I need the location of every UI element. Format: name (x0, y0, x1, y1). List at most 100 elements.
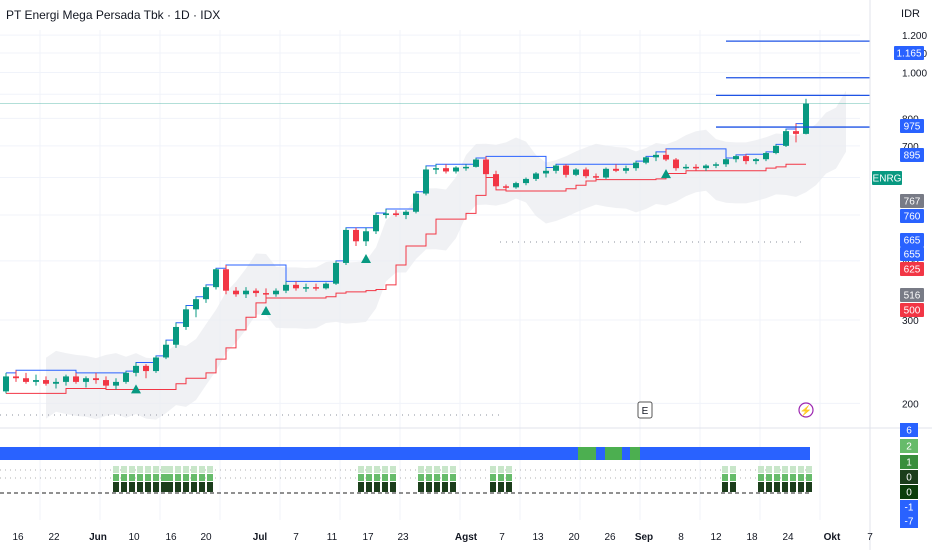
indicator-bar (758, 466, 764, 473)
candle (593, 173, 599, 180)
candle (613, 164, 619, 173)
time-tick-label: Okt (824, 532, 841, 543)
indicator-tag-label: 0 (906, 488, 912, 499)
candle (163, 340, 169, 360)
candle-body (223, 269, 229, 291)
indicator-bar (730, 466, 736, 473)
time-tick-label: 7 (499, 532, 505, 543)
indicator-bar (145, 474, 151, 481)
candle-body (643, 157, 649, 163)
time-tick-label: Agst (455, 532, 478, 543)
price-tag: 500 (900, 303, 924, 317)
candle (533, 172, 539, 181)
indicator-bar (442, 466, 448, 473)
indicator-bar (161, 474, 167, 481)
indicator-bar (129, 474, 135, 481)
indicator-bar (434, 474, 440, 481)
price-tag-label: 975 (904, 122, 921, 133)
candle (283, 281, 289, 294)
indicator-bar (374, 482, 380, 492)
indicator-bar (506, 482, 512, 492)
candle (383, 208, 389, 219)
indicator-bar (153, 466, 159, 473)
candle (573, 168, 579, 177)
time-tick-label: 7 (293, 532, 299, 543)
time-tick-label: 22 (48, 532, 60, 543)
candle (93, 372, 99, 384)
candle (703, 164, 709, 171)
indicator-bar (722, 466, 728, 473)
price-tag: 1.165 (894, 46, 924, 60)
candle-body (793, 131, 799, 134)
candle-body (263, 293, 269, 295)
candle (133, 362, 139, 377)
candle (233, 287, 239, 297)
indicator-bar (498, 482, 504, 492)
price-tag: ENRG (872, 171, 902, 185)
candle-body (503, 186, 509, 188)
candle-body (663, 154, 669, 160)
indicator-bar (366, 466, 372, 473)
chart-title[interactable]: PT Energi Mega Persada Tbk · 1D · IDX (6, 8, 221, 22)
indicator-bar (450, 474, 456, 481)
candle-body (553, 165, 559, 171)
indicator-bar (382, 482, 388, 492)
indicator-bar (418, 466, 424, 473)
indicator-bar (137, 474, 143, 481)
price-tag-label: 1.165 (896, 49, 921, 60)
candle-body (413, 193, 419, 212)
time-tick-label: 18 (746, 532, 758, 543)
price-tag-box (900, 209, 924, 223)
indicator-bar (790, 482, 796, 492)
candle-body (233, 290, 239, 295)
indicator-bar (490, 482, 496, 492)
candle-body (613, 168, 619, 171)
indicator-bar (113, 474, 119, 481)
candle-body (723, 159, 729, 165)
price-tag-label: 500 (904, 306, 921, 317)
earnings-marker: E (637, 401, 653, 419)
candle-body (13, 376, 19, 379)
candle-body (763, 153, 769, 160)
candle-body (673, 159, 679, 169)
candle (123, 371, 129, 384)
indicator-bar (199, 474, 205, 481)
time-tick-label: 10 (128, 532, 140, 543)
price-tag: 516 (900, 288, 924, 302)
time-tick-label: 12 (710, 532, 722, 543)
indicator-tag: -7 (900, 514, 918, 528)
candle-body (243, 290, 249, 295)
indicator-bar (191, 482, 197, 492)
candle (413, 191, 419, 214)
candle-body (713, 164, 719, 166)
price-tick-label: 700 (902, 142, 919, 153)
candle-body (383, 213, 389, 216)
candle-body (323, 283, 329, 289)
indicator-bar (113, 482, 119, 492)
candle (683, 164, 689, 170)
candle (83, 376, 89, 388)
indicator-tag-box (900, 500, 918, 514)
currency-label[interactable]: IDR (901, 8, 920, 20)
time-tick-label: 16 (12, 532, 24, 543)
indicator-bar (426, 474, 432, 481)
candle (633, 161, 639, 171)
indicator-tag-box (900, 439, 918, 453)
candle (363, 227, 369, 247)
candle (203, 284, 209, 303)
indicator-bar (207, 474, 213, 481)
candle-body (343, 229, 349, 263)
candle (623, 165, 629, 174)
candle-body (423, 169, 429, 194)
price-tag-label: ENRG (873, 174, 902, 185)
dividend-marker-label: ⚡ (800, 404, 812, 417)
candle (333, 260, 339, 285)
indicator-tag: 2 (900, 439, 918, 453)
candle-body (493, 174, 499, 187)
indicator-bar (366, 482, 372, 492)
indicator-bar (390, 482, 396, 492)
candle (113, 378, 119, 390)
time-tick-label: 13 (532, 532, 544, 543)
indicator-bar (167, 474, 173, 481)
